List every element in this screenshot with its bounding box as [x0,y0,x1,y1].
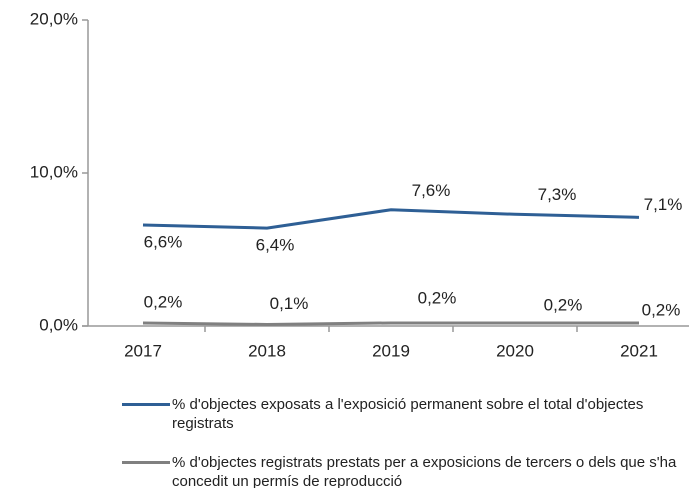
x-tick-label: 2020 [496,341,534,360]
y-tick-label: 20,0% [30,9,78,28]
x-tick-label: 2017 [124,341,162,360]
data-label: 0,2% [418,288,457,307]
legend-label: % d'objectes registrats prestats per a e… [172,454,677,488]
data-label: 7,3% [538,185,577,204]
chart: 0,0% 10,0% 20,0% 2017 2018 2019 2020 2021 6,6% 6,… [30,9,689,360]
data-label: 7,1% [644,195,683,214]
series-line [142,208,640,230]
legend-swatch [122,461,170,464]
series-line [142,321,639,326]
y-tick-label: 0,0% [39,315,78,334]
legend-swatch [122,403,170,406]
x-tick-label: 2018 [248,341,286,360]
data-label: 0,2% [642,300,681,319]
x-tick-label: 2019 [372,341,410,360]
data-label: 6,6% [144,233,183,252]
data-label: 0,2% [144,292,183,311]
y-tick-label: 10,0% [30,162,78,181]
data-label: 7,6% [412,181,451,200]
data-label: 6,4% [256,236,295,255]
data-label: 0,2% [544,295,583,314]
legend-label: % d'objectes exposats a l'exposició perm… [172,396,644,432]
data-label: 0,1% [270,294,309,313]
x-tick-label: 2021 [620,341,658,360]
